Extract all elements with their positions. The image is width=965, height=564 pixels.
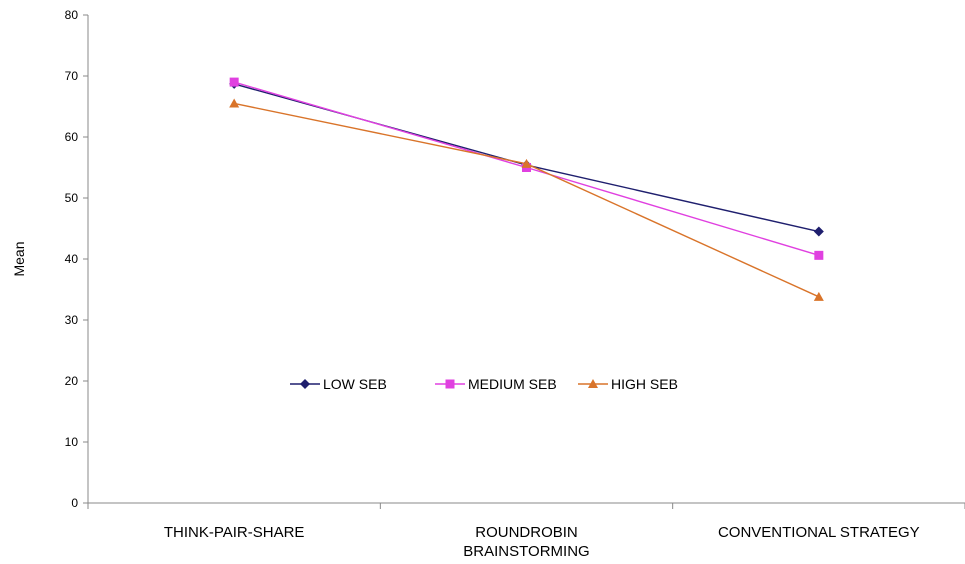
x-tick-label: CONVENTIONAL STRATEGY: [718, 524, 920, 541]
data-point: [229, 77, 239, 87]
series-line-3: [234, 102, 820, 298]
data-point: [813, 226, 824, 237]
x-tick-label: BRAINSTORMING: [463, 543, 589, 560]
legend-marker: [445, 379, 455, 389]
legend-marker: [300, 379, 310, 389]
data-point: [521, 158, 532, 168]
y-tick-label: 80: [65, 8, 79, 22]
y-tick-label: 10: [65, 435, 79, 449]
y-tick-label: 70: [65, 69, 79, 83]
data-point: [814, 250, 824, 260]
legend-label: MEDIUM SEB: [468, 376, 557, 392]
x-tick-label: ROUNDROBIN: [475, 524, 578, 541]
x-tick-label: THINK-PAIR-SHARE: [164, 524, 305, 541]
y-tick-label: 20: [65, 374, 79, 388]
data-point: [229, 98, 240, 108]
y-axis-title: Mean: [11, 241, 27, 276]
y-tick-label: 0: [71, 496, 78, 510]
legend-label: HIGH SEB: [611, 376, 678, 392]
series-line-1: [233, 83, 819, 233]
data-point: [813, 291, 824, 301]
y-tick-label: 50: [65, 191, 79, 205]
legend-marker: [588, 379, 598, 388]
y-tick-label: 60: [65, 130, 79, 144]
legend-label: LOW SEB: [323, 376, 387, 392]
y-tick-label: 30: [65, 313, 79, 327]
y-tick-label: 40: [65, 252, 79, 266]
